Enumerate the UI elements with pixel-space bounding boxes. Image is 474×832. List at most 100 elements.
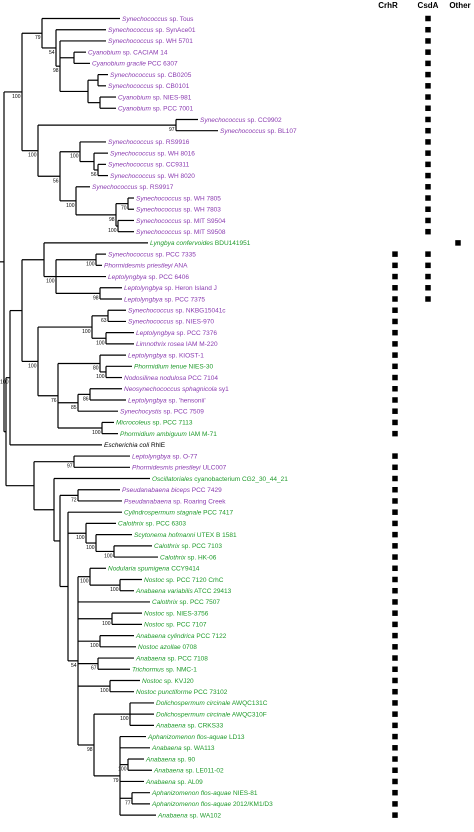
taxon-label: Synechococcus sp. RS9917 — [92, 184, 174, 191]
bootstrap-value: 100 — [102, 621, 111, 627]
taxon-strain: PCC 6307 — [146, 61, 178, 68]
marker-crhr — [392, 812, 398, 818]
taxon-strain: ATCC 29413 — [193, 588, 232, 595]
marker-csda — [425, 217, 431, 224]
marker-crhr — [392, 408, 398, 414]
taxon-genus: Synechococcus — [108, 251, 154, 258]
bootstrap-value: 67 — [91, 666, 97, 672]
marker-csda — [425, 273, 431, 280]
taxon-label: Cyanobium sp. NIES-981 — [118, 94, 192, 101]
taxon-label: Cyanobium sp. PCC 7001 — [118, 106, 194, 113]
taxon-strain: sp. CC9311 — [154, 162, 190, 169]
taxon-strain: sp. 'hensonii' — [167, 397, 206, 404]
marker-crhr — [392, 711, 398, 717]
marker-crhr — [392, 722, 398, 729]
marker-csda — [425, 94, 431, 100]
taxon-genus: Limnothrix rosea — [136, 341, 184, 348]
taxon-label: Leptolyngbya sp. 'hensonii' — [128, 397, 206, 404]
bootstrap-value: 56 — [53, 178, 59, 184]
column-header-other: Other — [449, 1, 470, 10]
taxon-label: Dolichospermum circinale AWQC310F — [156, 711, 267, 718]
taxon-label: Trichormus sp. NMC-1 — [132, 667, 197, 674]
taxon-genus: Synechococcus — [136, 229, 182, 236]
taxon-label: Calothrix sp. PCC 6303 — [118, 521, 186, 528]
taxon-genus: Calothrix — [160, 554, 186, 561]
taxon-strain: sp. WA113 — [182, 745, 215, 752]
bootstrap-value: 98 — [109, 217, 115, 223]
taxon-genus: Nostoc — [144, 610, 165, 617]
taxon-genus: Anabaena — [135, 655, 166, 662]
taxon-genus: Nostoc — [144, 622, 165, 629]
taxon-strain: sp. NIES-3756 — [164, 610, 208, 617]
taxon-strain: 2012/KM1/D3 — [231, 801, 273, 808]
marker-crhr — [392, 632, 398, 639]
marker-crhr — [392, 363, 398, 370]
taxon-genus: Nodosilinea nodulosa — [124, 375, 187, 382]
taxon-genus: Leptolyngbya — [124, 296, 163, 303]
taxon-genus: Anabaena — [155, 723, 186, 730]
taxon-strain: sp. HK-06 — [186, 554, 217, 561]
taxon-genus: Scytonema hofmanni — [134, 532, 196, 539]
marker-csda — [425, 172, 431, 179]
taxon-genus: Leptolyngbya — [128, 352, 167, 359]
taxon-label: Aphanizomenon flos-aquae 2012/KM1/D3 — [151, 801, 273, 808]
bootstrap-value: 56 — [91, 172, 97, 178]
marker-csda — [425, 195, 431, 201]
bootstrap-value: 100 — [86, 545, 95, 551]
taxon-label: Synechococcus sp. WH 5701 — [108, 38, 193, 45]
taxon-strain: sp. PCC 7103 — [180, 543, 223, 550]
marker-crhr — [392, 386, 398, 392]
taxon-genus: Anabaena — [145, 756, 176, 763]
taxon-strain: 0708 — [181, 644, 198, 651]
marker-csda — [425, 38, 431, 44]
marker-crhr — [392, 520, 398, 527]
marker-csda — [425, 60, 431, 67]
taxon-genus: Dolichospermum circinale — [156, 700, 231, 707]
taxon-genus: Anabaena — [153, 768, 184, 775]
taxon-label: Phormidium ambiguum IAM M-71 — [120, 431, 217, 438]
bootstrap-value: 100 — [12, 94, 21, 100]
taxon-strain: NIES-30 — [187, 364, 214, 371]
bootstrap-value: 100 — [100, 688, 109, 694]
marker-csda — [425, 150, 431, 156]
taxon-genus: Synechococcus — [136, 195, 182, 202]
taxon-strain: sp. WH 8016 — [156, 150, 196, 157]
taxon-strain: PCC 7104 — [186, 375, 218, 382]
marker-crhr — [392, 307, 398, 313]
taxon-strain: sp. PCC 6406 — [147, 274, 190, 281]
taxon-strain: CCY9414 — [169, 566, 199, 573]
bootstrap-value: 100 — [66, 203, 75, 209]
taxon-strain: sp. RS9916 — [154, 139, 190, 146]
taxon-genus: Cyanobium — [118, 94, 151, 101]
bootstrap-value: 100 — [82, 329, 91, 335]
taxon-genus: Nostoc punctiforme — [136, 689, 192, 696]
taxon-genus: Nostoc — [144, 577, 165, 584]
marker-crhr — [392, 789, 398, 796]
bootstrap-value: 54 — [49, 50, 55, 56]
bootstrap-value: 63 — [101, 318, 107, 324]
taxon-strain: sp. PCC 7107 — [164, 622, 207, 629]
marker-crhr — [392, 464, 398, 471]
taxon-genus: Phormidesmis priestleyi — [104, 263, 173, 270]
taxon-strain: sp. MIT S9504 — [182, 218, 226, 225]
bootstrap-value: 100 — [28, 153, 37, 159]
bootstrap-value: 86 — [83, 396, 89, 402]
taxon-strain: sp. Heron Island J — [163, 285, 217, 292]
bootstrap-value: 70 — [121, 206, 127, 212]
taxon-label: Cyanobium gracile PCC 6307 — [92, 61, 178, 68]
bootstrap-value: 100 — [46, 279, 55, 285]
taxon-genus: Synechocystis — [120, 409, 162, 416]
marker-crhr — [392, 700, 398, 706]
marker-crhr — [392, 296, 398, 302]
marker-crhr — [392, 374, 398, 381]
taxon-genus: Synechococcus — [110, 150, 156, 157]
taxon-strain: sp. PCC 7001 — [151, 106, 194, 113]
marker-csda — [425, 184, 431, 190]
marker-crhr — [392, 509, 398, 515]
taxon-strain: sp. RS9917 — [138, 184, 174, 191]
taxon-strain: sp. NIES-981 — [151, 94, 192, 101]
taxon-label: Microcoleus sp. PCC 7113 — [116, 420, 193, 427]
marker-crhr — [392, 565, 398, 572]
taxon-genus: Synechococcus — [92, 184, 138, 191]
marker-csda — [425, 206, 431, 212]
